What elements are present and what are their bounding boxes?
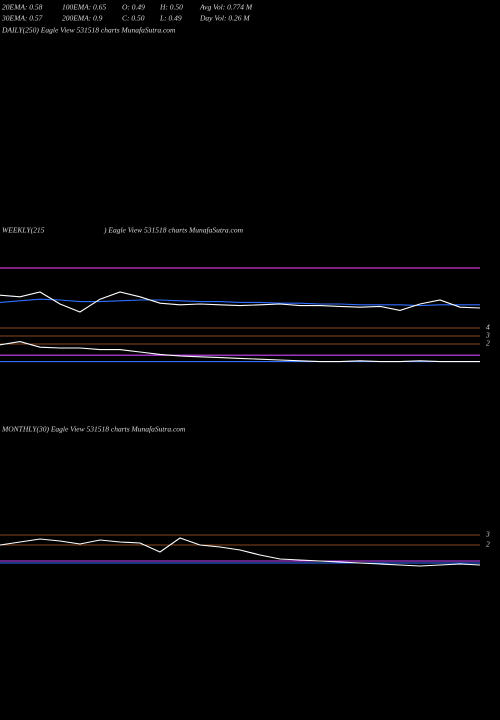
y-tick-label: 4 [486,323,490,332]
stat-label: C: 0.50 [122,14,145,23]
y-tick-label: 3 [485,331,490,340]
price-line [0,537,481,567]
stat-label: 200EMA: 0.9 [62,14,103,23]
chart-title: ) Eagle View 531518 charts MunafaSutra.c… [103,226,244,235]
stat-label: Avg Vol: 0.774 M [199,3,253,12]
stat-label: 30EMA: 0.57 [1,14,43,23]
y-tick-label: 3 [485,530,490,539]
price-line [0,298,480,307]
y-tick-label: 2 [486,339,490,348]
y-tick-label: 2 [486,540,490,549]
stat-label: 100EMA: 0.65 [62,3,106,12]
stat-label: L: 0.49 [159,14,182,23]
daily-title: DAILY(250) Eagle View 531518 charts Muna… [1,26,176,35]
chart-title: WEEKLY(215 [2,226,45,235]
price-line [0,291,481,313]
stat-label: O: 0.49 [122,3,145,12]
stat-label: 20EMA: 0.58 [2,3,43,12]
stat-label: H: 0.50 [159,3,183,12]
chart-title: MONTHLY(30) Eagle View 531518 charts Mun… [1,425,186,434]
price-line [0,341,480,363]
stat-label: Day Vol: 0.26 M [199,14,250,23]
